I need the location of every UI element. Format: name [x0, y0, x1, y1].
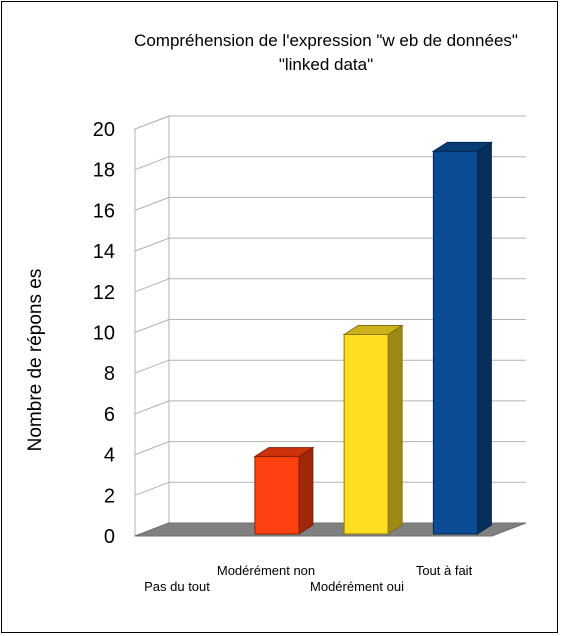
x-category-label: Modérément oui — [310, 579, 404, 594]
chart-floor — [134, 522, 527, 537]
gridline-side — [134, 115, 170, 130]
chart-title-line-2: "linked data" — [278, 55, 374, 74]
y-tick-label: 0 — [104, 526, 115, 548]
gridline-side — [134, 481, 170, 496]
y-tick-label: 10 — [93, 323, 115, 345]
bar — [343, 334, 389, 535]
bar-side — [387, 324, 403, 535]
gridline-side — [134, 400, 170, 415]
bar-side — [298, 446, 314, 535]
y-tick-label: 20 — [93, 119, 115, 141]
gridline-side — [134, 319, 170, 333]
chart-title-line-1: Compréhension de l'expression "w eb de d… — [134, 31, 518, 50]
y-tick-label: 12 — [93, 282, 115, 304]
gridline-side — [134, 196, 170, 211]
bar-side — [476, 141, 492, 535]
bar — [254, 456, 300, 535]
x-category-label: Modérément non — [217, 563, 315, 578]
y-tick-label: 2 — [104, 485, 115, 507]
gridline-side — [134, 441, 170, 456]
y-tick-label: 4 — [104, 445, 115, 467]
y-tick-label: 6 — [104, 404, 115, 426]
gridline-side — [134, 278, 170, 293]
y-tick-label: 8 — [104, 363, 115, 385]
y-tick-label: 16 — [93, 200, 115, 222]
bar — [432, 150, 478, 535]
gridline-side — [134, 156, 170, 171]
y-tick-label: 18 — [93, 160, 115, 182]
gridline-side — [134, 237, 170, 252]
x-category-label: Pas du tout — [144, 579, 210, 594]
y-tick-label: 14 — [93, 241, 115, 263]
gridline-side — [134, 359, 170, 374]
x-category-label: Tout à fait — [416, 563, 473, 578]
